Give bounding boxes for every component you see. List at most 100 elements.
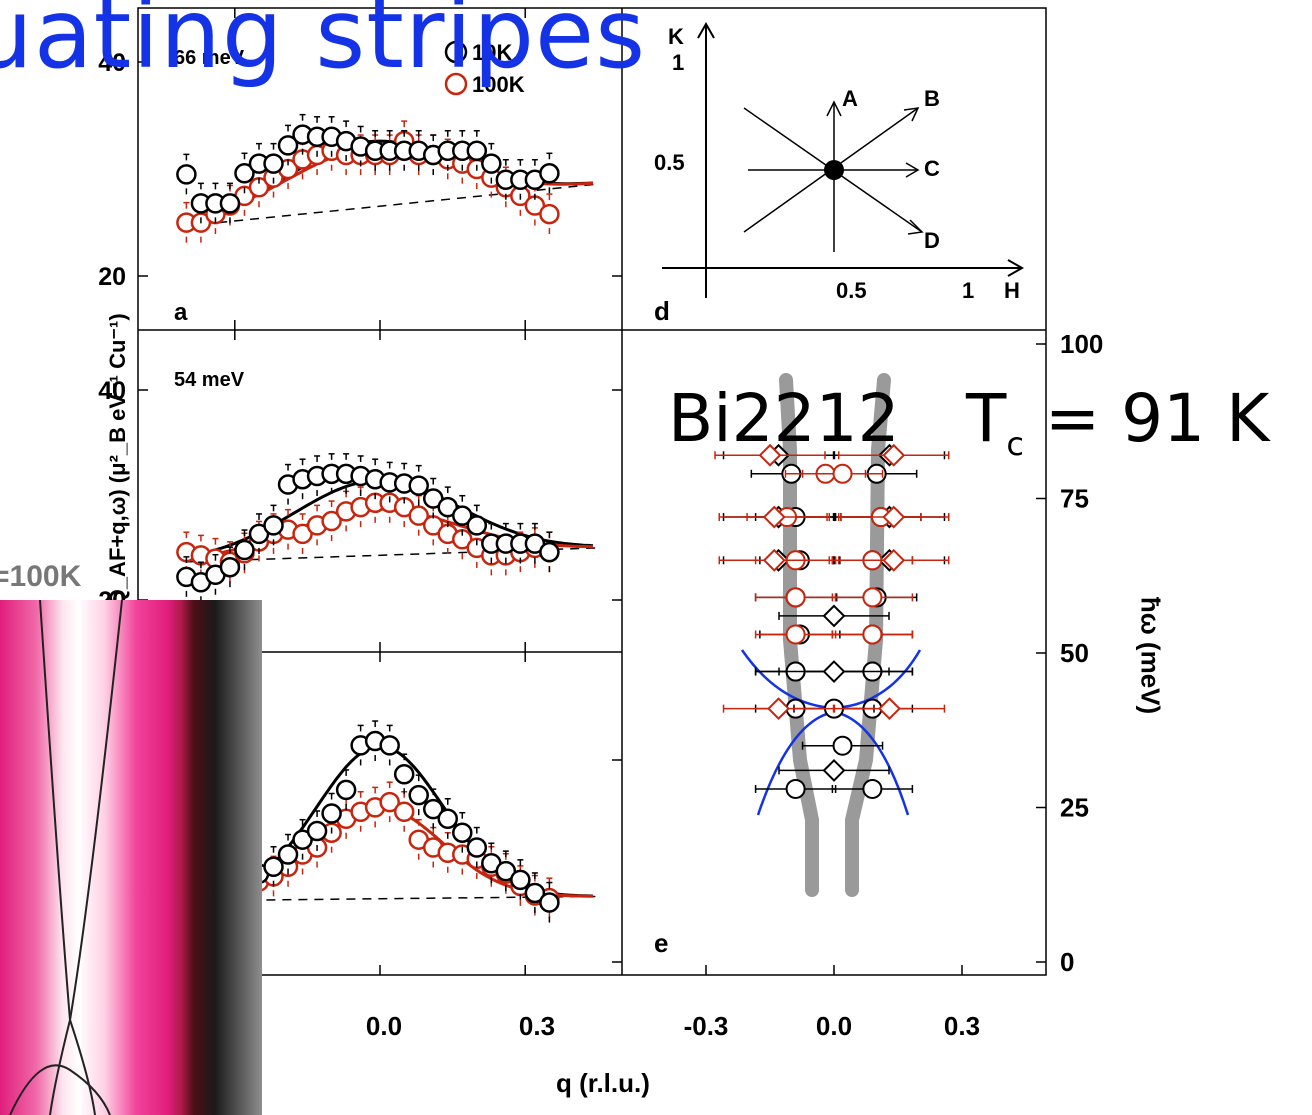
data-point-10K [234,163,255,184]
data-point-100K [539,203,560,225]
data-point-10K [306,820,328,842]
panel-e-ylabel: ħω (meV) [1135,596,1166,715]
legend-marker [444,72,468,96]
tick-h-05: 0.5 [836,278,867,303]
tc-label: Tc = 91 K [966,380,1270,464]
data-point-diamond [882,505,906,529]
panel-a: 40 20 66 meV a 10K 100K [98,8,622,330]
data-point-10K [437,808,459,829]
data-point-diamond [767,697,790,721]
data-point-10K [408,475,429,496]
xtick-label: 0.3 [519,1011,555,1041]
data-point-10K [481,153,502,174]
data-point-100K [321,510,342,532]
data-point-circle [862,624,883,645]
data-point-10K [495,860,517,882]
axis-label-k: K [668,24,684,49]
ytick-label: 0 [1060,947,1074,977]
direction-label-B: B [924,86,940,111]
data-point-10K [219,556,241,578]
arrow-b [903,107,920,122]
data-point-diamond [822,604,846,628]
ytick-label: 50 [1060,638,1089,668]
ytick-label: 75 [1060,484,1089,514]
legend-label: 100K [472,72,525,97]
data-point-10K [539,541,560,563]
panel-e: 0 25 50 75 100 e [654,329,1103,977]
data-point-diamond [762,548,786,572]
data-point-diamond [822,759,846,782]
data-point-10K [452,505,473,526]
data-point-diamond [758,443,782,467]
slide-title-fragment: uating stripes [0,0,647,90]
data-point-10K [539,163,560,184]
tick-k-05: 0.5 [654,150,685,175]
data-point-10K [393,763,415,785]
data-point-circle [785,624,806,645]
data-point-100K [393,801,415,823]
data-point-10K [466,837,488,858]
data-point-diamond [882,443,906,467]
data-point-10K [263,153,284,174]
data-point-diamond [762,505,786,529]
data-point-100K [408,505,429,526]
data-point-10K [335,779,357,801]
axis-label-h: H [1004,278,1020,303]
data-point-diamond [878,697,901,721]
x-axis-label: q (r.l.u.) [556,1068,650,1098]
data-point-circle [862,778,883,799]
arrow-c [905,162,920,178]
inset-simulation-image [0,600,262,1115]
ytick-label: 40 [98,377,126,405]
data-point-circle [832,735,853,756]
legend-label: 10K [472,40,512,65]
legend-marker [444,40,468,64]
ytick-label: 100 [1060,329,1103,359]
tick-h-1: 1 [962,278,974,303]
arrow-d [907,219,924,235]
direction-label-D: D [924,228,940,253]
material-label: Bi2212 [668,380,900,457]
xtick-label: -0.3 [684,1011,729,1041]
data-point-diamond [882,548,906,572]
panel-letter: e [654,928,668,958]
ytick-label: 25 [1060,793,1089,823]
data-point-circle [785,587,806,608]
direction-label-A: A [842,86,858,111]
data-point-10K [539,892,560,913]
figure-frame [137,7,1047,976]
h-axis-arrow [1007,259,1025,277]
data-point-10K [292,829,313,850]
data-point-10K [524,882,546,904]
data-point-circle [862,587,883,608]
xtick-label: 0.3 [944,1011,980,1041]
energy-label: 66 meV [174,47,245,69]
direction-label-C: C [924,156,940,181]
data-point-10K [219,193,241,214]
data-point-circle [832,463,853,484]
data-point-10K [379,735,400,756]
data-point-10K [263,856,284,878]
panel-letter: a [174,299,188,326]
data-point-10K [277,135,299,156]
data-point-10K [452,822,473,843]
panel-b: 402054 meVb [98,330,622,652]
data-point-10K [466,515,488,536]
data-point-circle [785,778,806,799]
data-point-10K [510,869,531,891]
origin-dot [824,160,844,180]
data-point-10K [176,164,197,185]
ytick-label: 40 [98,49,126,77]
arrow-a [826,100,842,117]
k-axis-arrow [697,21,715,39]
data-point-10K [234,539,255,561]
data-point-10K [321,803,342,824]
energy-label: 54 meV [174,369,245,391]
data-point-100K [379,791,400,813]
tick-k-1: 1 [672,50,684,75]
ytick-label: 20 [98,263,126,291]
inset-label: =100K [0,560,82,593]
panel-letter: d [654,296,670,326]
data-point-10K [422,798,444,820]
